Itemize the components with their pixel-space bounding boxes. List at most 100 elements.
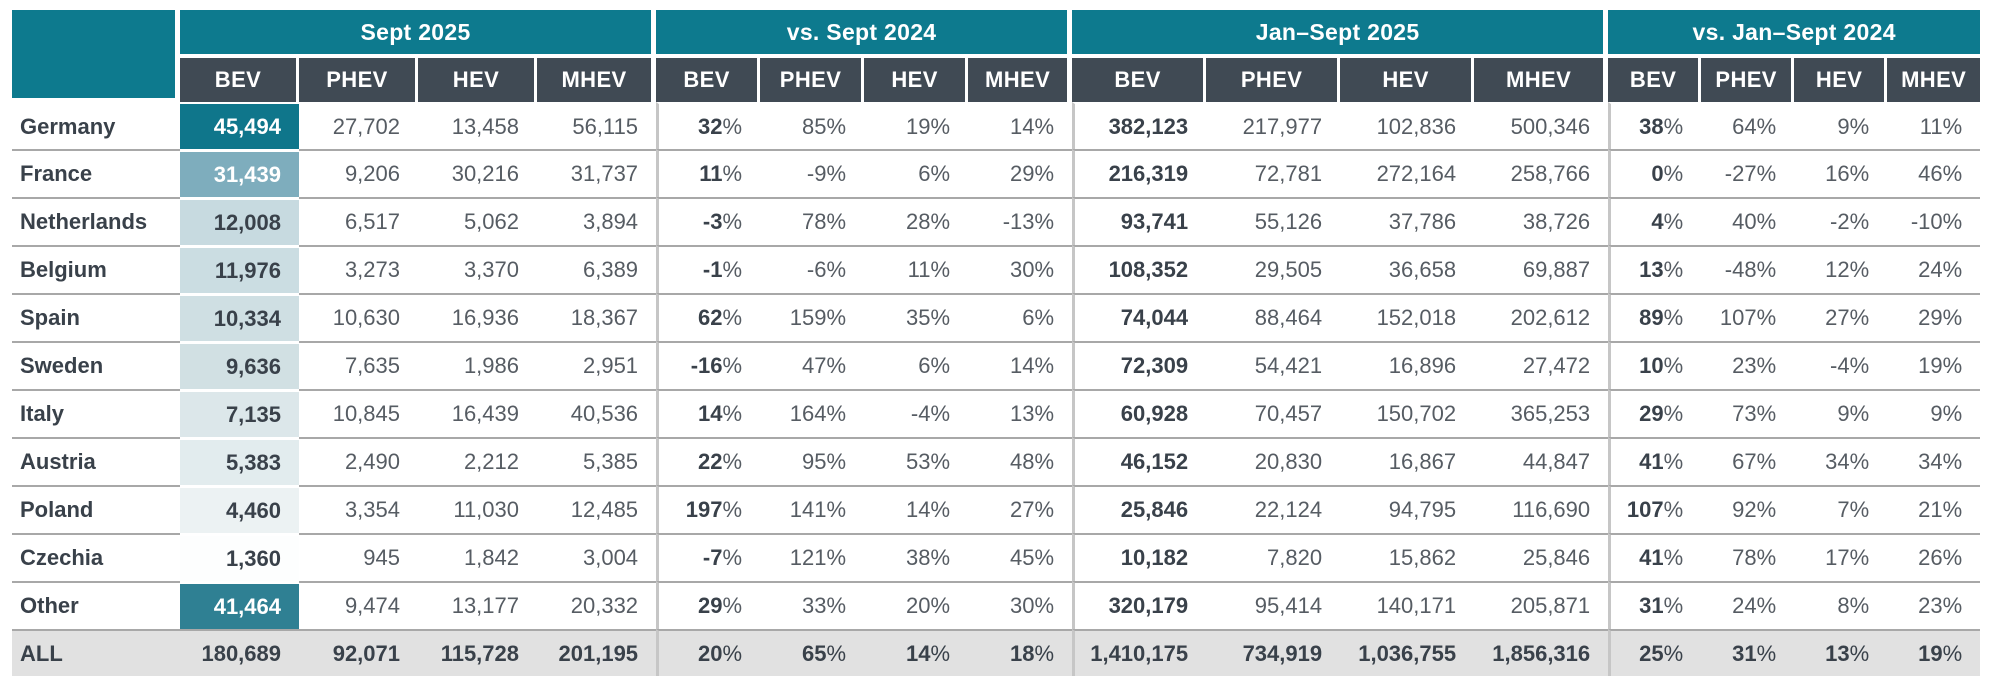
value-cell-sept-2025: 16,936 bbox=[418, 293, 537, 341]
value-cell-vs-jan-sept-2024: 12% bbox=[1794, 245, 1888, 293]
table-row: Spain 10,334 10,630 16,936 18,367 62% 159% 35% 6… bbox=[12, 293, 1981, 341]
value-cell-vs-jan-sept-2024: 26% bbox=[1887, 533, 1981, 581]
value-cell-sept-2025: 3,273 bbox=[299, 245, 418, 293]
subcol-header-sept-2025-mhev: MHEV bbox=[537, 58, 657, 102]
value-cell-sept-2025: 13,458 bbox=[418, 102, 537, 149]
subcol-header-vs-jan-sept-2024-phev: PHEV bbox=[1701, 58, 1795, 102]
value-cell-jan-sept-2025: 140,171 bbox=[1340, 581, 1475, 629]
value-cell-jan-sept-2025: 272,164 bbox=[1340, 149, 1475, 197]
value-cell-vs-jan-sept-2024: 21% bbox=[1887, 485, 1981, 533]
value-cell-sept-2025: 92,071 bbox=[299, 629, 418, 676]
value-cell-sept-2025: 18,367 bbox=[537, 293, 657, 341]
subcol-header-jan-sept-2025-bev: BEV bbox=[1072, 58, 1207, 102]
value-cell-jan-sept-2025: 38,726 bbox=[1474, 197, 1609, 245]
subcol-header-vs-jan-sept-2024-bev: BEV bbox=[1608, 58, 1702, 102]
value-cell-jan-sept-2025: 74,044 bbox=[1072, 293, 1207, 341]
subcol-header-jan-sept-2025-phev: PHEV bbox=[1206, 58, 1341, 102]
value-cell-vs-sept-2024: 11% bbox=[656, 149, 761, 197]
value-cell-vs-sept-2024: 28% bbox=[864, 197, 969, 245]
value-cell-vs-jan-sept-2024: 73% bbox=[1701, 389, 1795, 437]
value-cell-jan-sept-2025: 95,414 bbox=[1206, 581, 1341, 629]
bev-heatmap-cell: 11,976 bbox=[180, 245, 299, 293]
value-cell-vs-sept-2024: 141% bbox=[760, 485, 865, 533]
value-cell-vs-jan-sept-2024: 23% bbox=[1887, 581, 1981, 629]
value-cell-jan-sept-2025: 1,410,175 bbox=[1072, 629, 1207, 676]
value-cell-vs-jan-sept-2024: 41% bbox=[1608, 437, 1702, 485]
value-cell-sept-2025: 6,389 bbox=[537, 245, 657, 293]
value-cell-jan-sept-2025: 258,766 bbox=[1474, 149, 1609, 197]
subcol-header-sept-2025-phev: PHEV bbox=[299, 58, 418, 102]
value-cell-vs-sept-2024: 197% bbox=[656, 485, 761, 533]
subcol-header-vs-sept-2024-phev: PHEV bbox=[760, 58, 865, 102]
value-cell-jan-sept-2025: 216,319 bbox=[1072, 149, 1207, 197]
value-cell-jan-sept-2025: 46,152 bbox=[1072, 437, 1207, 485]
value-cell-sept-2025: 56,115 bbox=[537, 102, 657, 149]
value-cell-jan-sept-2025: 116,690 bbox=[1474, 485, 1609, 533]
value-cell-vs-jan-sept-2024: 41% bbox=[1608, 533, 1702, 581]
value-cell-sept-2025: 11,030 bbox=[418, 485, 537, 533]
value-cell-jan-sept-2025: 152,018 bbox=[1340, 293, 1475, 341]
value-cell-vs-sept-2024: 11% bbox=[864, 245, 969, 293]
subcol-header-vs-jan-sept-2024-hev: HEV bbox=[1794, 58, 1888, 102]
table-row: France 31,439 9,206 30,216 31,737 11% -9% 6% 29%… bbox=[12, 149, 1981, 197]
value-cell-sept-2025: 945 bbox=[299, 533, 418, 581]
value-cell-sept-2025: 3,894 bbox=[537, 197, 657, 245]
table-row: Sweden 9,636 7,635 1,986 2,951 -16% 47% 6% 14% 72… bbox=[12, 341, 1981, 389]
value-cell-vs-sept-2024: 35% bbox=[864, 293, 969, 341]
value-cell-vs-jan-sept-2024: 78% bbox=[1701, 533, 1795, 581]
value-cell-vs-sept-2024: 159% bbox=[760, 293, 865, 341]
value-cell-vs-sept-2024: 121% bbox=[760, 533, 865, 581]
value-cell-jan-sept-2025: 36,658 bbox=[1340, 245, 1475, 293]
subcolumn-header-row: BEV PHEV HEV MHEV BEV PHEV HEV MHEV BEV PHEV HEV MH… bbox=[12, 58, 1981, 102]
value-cell-vs-sept-2024: 19% bbox=[864, 102, 969, 149]
country-cell: Other bbox=[12, 581, 180, 629]
value-cell-sept-2025: 3,004 bbox=[537, 533, 657, 581]
value-cell-vs-sept-2024: -6% bbox=[760, 245, 865, 293]
table-row: Other 41,464 9,474 13,177 20,332 29% 33% 20% 30%… bbox=[12, 581, 1981, 629]
country-cell: Czechia bbox=[12, 533, 180, 581]
table-row: Netherlands 12,008 6,517 5,062 3,894 -3% 78% 28… bbox=[12, 197, 1981, 245]
bev-heatmap-cell: 9,636 bbox=[180, 341, 299, 389]
value-cell-vs-sept-2024: 14% bbox=[656, 389, 761, 437]
value-cell-vs-sept-2024: -9% bbox=[760, 149, 865, 197]
country-cell: Netherlands bbox=[12, 197, 180, 245]
value-cell-vs-jan-sept-2024: 107% bbox=[1608, 485, 1702, 533]
value-cell-jan-sept-2025: 60,928 bbox=[1072, 389, 1207, 437]
value-cell-sept-2025: 16,439 bbox=[418, 389, 537, 437]
value-cell-vs-jan-sept-2024: -27% bbox=[1701, 149, 1795, 197]
value-cell-jan-sept-2025: 150,702 bbox=[1340, 389, 1475, 437]
value-cell-vs-jan-sept-2024: 10% bbox=[1608, 341, 1702, 389]
country-cell: Belgium bbox=[12, 245, 180, 293]
value-cell-jan-sept-2025: 1,856,316 bbox=[1474, 629, 1609, 676]
subcol-header-sept-2025-hev: HEV bbox=[418, 58, 537, 102]
value-cell-vs-jan-sept-2024: 29% bbox=[1608, 389, 1702, 437]
country-cell: ALL bbox=[12, 629, 180, 676]
value-cell-jan-sept-2025: 15,862 bbox=[1340, 533, 1475, 581]
value-cell-jan-sept-2025: 55,126 bbox=[1206, 197, 1341, 245]
value-cell-sept-2025: 5,062 bbox=[418, 197, 537, 245]
value-cell-jan-sept-2025: 320,179 bbox=[1072, 581, 1207, 629]
group-header-row: Sept 2025 vs. Sept 2024 Jan–Sept 2025 vs… bbox=[12, 10, 1981, 102]
value-cell-jan-sept-2025: 365,253 bbox=[1474, 389, 1609, 437]
value-cell-vs-jan-sept-2024: 19% bbox=[1887, 629, 1981, 676]
value-cell-vs-sept-2024: 30% bbox=[968, 245, 1073, 293]
value-cell-vs-jan-sept-2024: 34% bbox=[1887, 437, 1981, 485]
value-cell-vs-jan-sept-2024: 11% bbox=[1887, 102, 1981, 149]
value-cell-vs-sept-2024: 6% bbox=[864, 149, 969, 197]
value-cell-vs-jan-sept-2024: 9% bbox=[1794, 389, 1888, 437]
value-cell-vs-sept-2024: 6% bbox=[864, 341, 969, 389]
value-cell-sept-2025: 13,177 bbox=[418, 581, 537, 629]
value-cell-vs-jan-sept-2024: 13% bbox=[1794, 629, 1888, 676]
value-cell-jan-sept-2025: 217,977 bbox=[1206, 102, 1341, 149]
value-cell-vs-sept-2024: -7% bbox=[656, 533, 761, 581]
value-cell-sept-2025: 1,986 bbox=[418, 341, 537, 389]
value-cell-vs-jan-sept-2024: -48% bbox=[1701, 245, 1795, 293]
value-cell-jan-sept-2025: 25,846 bbox=[1072, 485, 1207, 533]
value-cell-vs-jan-sept-2024: 27% bbox=[1794, 293, 1888, 341]
table-row: Austria 5,383 2,490 2,212 5,385 22% 95% 53% 48% 4… bbox=[12, 437, 1981, 485]
value-cell-jan-sept-2025: 734,919 bbox=[1206, 629, 1341, 676]
value-cell-sept-2025: 30,216 bbox=[418, 149, 537, 197]
value-cell-vs-sept-2024: 22% bbox=[656, 437, 761, 485]
table-row: Belgium 11,976 3,273 3,370 6,389 -1% -6% 11% 30%… bbox=[12, 245, 1981, 293]
value-cell-jan-sept-2025: 205,871 bbox=[1474, 581, 1609, 629]
